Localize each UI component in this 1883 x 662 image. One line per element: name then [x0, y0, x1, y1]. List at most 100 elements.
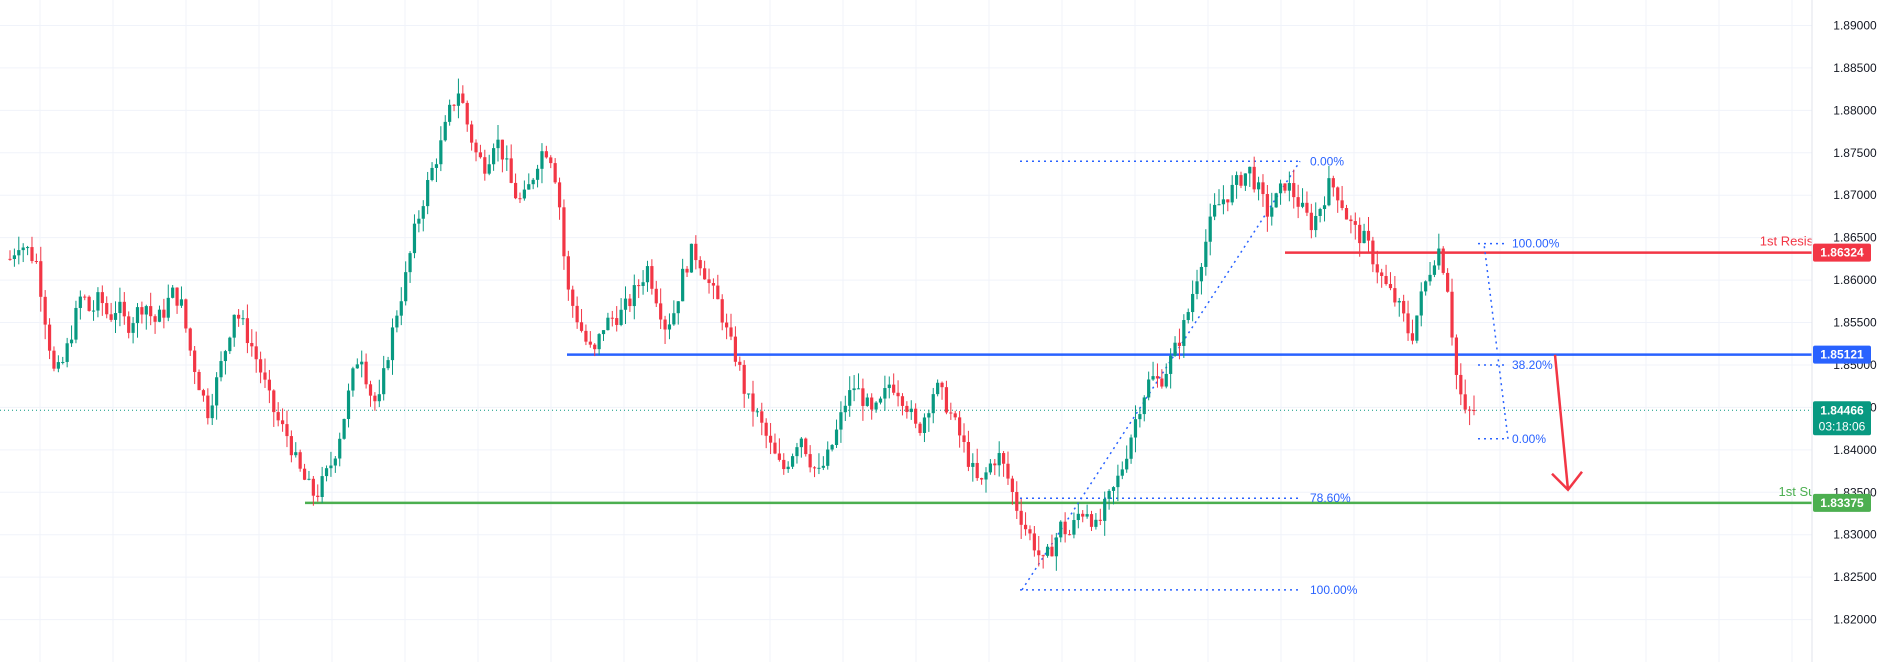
candle — [1221, 185, 1226, 215]
candle — [241, 310, 245, 326]
candle-body — [856, 388, 861, 390]
candle-body — [333, 458, 337, 466]
candle — [1432, 260, 1437, 278]
candle-body — [1274, 193, 1278, 208]
candle — [1191, 280, 1195, 322]
candle — [1388, 272, 1393, 291]
candle-body — [241, 318, 245, 320]
candle — [601, 330, 606, 341]
arrow-shaft — [1553, 354, 1570, 490]
candle — [34, 253, 38, 264]
candle — [1001, 450, 1006, 477]
candle-body — [338, 438, 342, 459]
candle-body — [272, 390, 276, 413]
candle-body — [575, 305, 579, 323]
candle — [1371, 236, 1375, 273]
candle — [1300, 188, 1305, 209]
candle — [25, 245, 30, 256]
candle — [918, 421, 922, 436]
candle-body — [162, 309, 166, 318]
candle-body — [421, 206, 425, 219]
candle — [470, 120, 474, 151]
candle-body — [839, 412, 843, 430]
candle-body — [966, 441, 971, 467]
candle-body — [1248, 166, 1252, 174]
candle-body — [535, 168, 540, 180]
candle — [742, 360, 746, 408]
candle-body — [1006, 463, 1010, 479]
candle-body — [861, 388, 865, 406]
candle-body — [30, 247, 34, 262]
candle-body — [874, 402, 878, 410]
candle-body — [1397, 300, 1401, 303]
candle-body — [1406, 313, 1410, 334]
candle-body — [738, 361, 742, 365]
candle-body — [1173, 342, 1177, 356]
candle-body — [1098, 519, 1102, 521]
candle — [1344, 204, 1349, 220]
candle — [1362, 223, 1366, 244]
price-axis[interactable]: 1.89000 1.88500 1.88000 1.87500 1.87000 1.865… — [1811, 0, 1883, 662]
candle — [1059, 520, 1063, 543]
candle-body — [892, 384, 896, 393]
candle-body — [1375, 264, 1379, 273]
candle — [654, 280, 658, 308]
candle-body — [1081, 513, 1085, 517]
candle — [914, 403, 918, 429]
candle — [1252, 156, 1256, 193]
candle — [1265, 184, 1269, 232]
candle — [1349, 215, 1353, 234]
candle — [492, 143, 496, 171]
candle-body — [377, 394, 381, 402]
candle-body — [74, 307, 78, 340]
candle-body — [448, 104, 452, 122]
candle — [1076, 503, 1080, 529]
candle-body — [267, 379, 271, 391]
candle-body — [1243, 173, 1247, 186]
candle-body — [768, 435, 773, 443]
candle-body — [426, 180, 430, 207]
candle-body — [135, 307, 140, 324]
current-price-badge — [1813, 401, 1871, 436]
candle-body — [606, 317, 610, 331]
candle-body — [153, 316, 157, 322]
candle — [557, 177, 562, 220]
candle-body — [707, 279, 711, 284]
candle — [716, 274, 720, 300]
candle-body — [632, 285, 636, 307]
candle — [509, 144, 513, 184]
y-tick-label: 1.88000 — [1833, 103, 1877, 117]
candle-body — [914, 408, 918, 424]
candle — [17, 236, 21, 265]
candle-body — [975, 462, 979, 479]
candle-body — [316, 495, 320, 498]
candle-body — [1213, 204, 1217, 217]
candle-body — [56, 362, 60, 369]
candle-body — [610, 317, 614, 319]
candle — [887, 376, 891, 399]
candle-body — [667, 324, 672, 330]
candle-body — [676, 301, 680, 314]
candle — [461, 85, 465, 104]
candle — [768, 423, 773, 455]
y-tick-label: 1.83000 — [1833, 528, 1877, 542]
candle-body — [1256, 182, 1261, 190]
candle — [720, 294, 724, 331]
candle-body — [909, 408, 913, 413]
candle-body — [399, 301, 403, 316]
candle — [707, 268, 711, 294]
candle — [927, 409, 931, 432]
y-tick-label: 1.82000 — [1833, 613, 1877, 627]
candle-body — [1120, 469, 1124, 476]
candle-body — [694, 243, 698, 261]
candle — [522, 180, 526, 201]
candle — [258, 351, 263, 384]
candle-body — [1239, 175, 1243, 186]
candle — [865, 393, 869, 407]
candle — [746, 393, 751, 399]
candle-body — [799, 438, 803, 448]
candle-body — [109, 314, 113, 320]
candle — [874, 401, 878, 413]
candle — [302, 463, 307, 481]
